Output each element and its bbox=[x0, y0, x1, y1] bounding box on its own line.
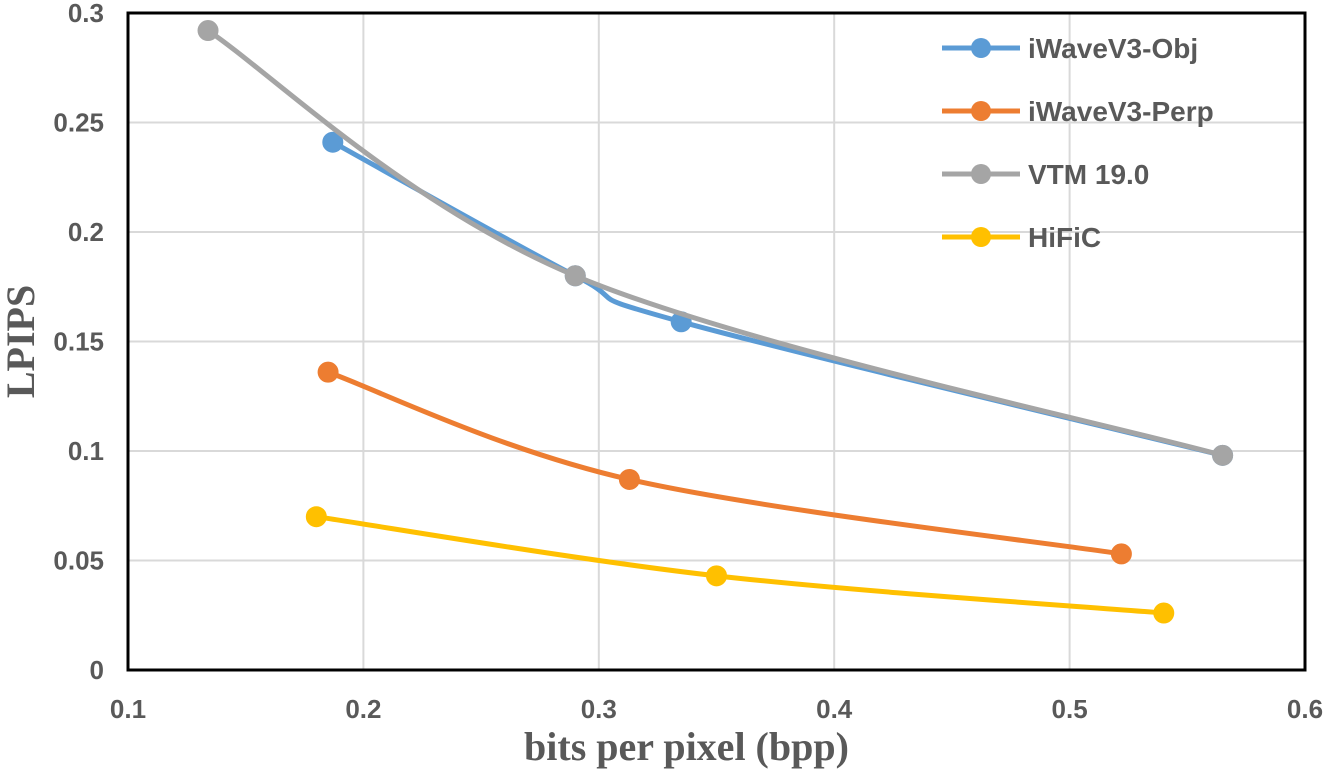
x-tick-label: 0.6 bbox=[1287, 694, 1323, 724]
y-tick-label: 0.25 bbox=[53, 108, 104, 138]
y-tick-label: 0.2 bbox=[68, 217, 104, 247]
x-tick-label: 0.5 bbox=[1052, 694, 1088, 724]
series-layer bbox=[197, 20, 1234, 624]
data-point bbox=[1153, 602, 1175, 624]
y-tick-label: 0.15 bbox=[53, 327, 104, 357]
legend-label: iWaveV3-Perp bbox=[1028, 96, 1214, 127]
y-tick-label: 0.05 bbox=[53, 546, 104, 576]
data-point bbox=[322, 131, 344, 153]
legend-item: iWaveV3-Perp bbox=[942, 96, 1214, 127]
series-vtm-19-0 bbox=[197, 20, 1234, 466]
x-tick-label: 0.4 bbox=[816, 694, 853, 724]
y-tick-label: 0 bbox=[90, 655, 104, 685]
x-axis-title: bits per pixel (bpp) bbox=[524, 724, 849, 769]
data-point bbox=[1110, 543, 1132, 565]
series-iwavev3-perp bbox=[317, 361, 1132, 565]
legend-swatch-marker bbox=[971, 164, 991, 184]
legend-label: VTM 19.0 bbox=[1028, 159, 1149, 190]
data-point bbox=[564, 265, 586, 287]
legend-item: VTM 19.0 bbox=[942, 159, 1149, 190]
legend-swatch-marker bbox=[971, 227, 991, 247]
data-point bbox=[1212, 444, 1234, 466]
data-point bbox=[197, 20, 219, 42]
series-line bbox=[205, 28, 1226, 458]
series-line bbox=[313, 514, 1167, 616]
plot-area-border bbox=[126, 11, 1307, 672]
data-point bbox=[305, 506, 327, 528]
y-tick-label: 0.3 bbox=[68, 0, 104, 28]
legend-swatch-marker bbox=[971, 38, 991, 58]
legend-item: iWaveV3-Obj bbox=[942, 33, 1198, 64]
data-point bbox=[706, 565, 727, 587]
x-tick-label: 0.3 bbox=[581, 694, 617, 724]
legend: iWaveV3-Obj iWaveV3-Perp VTM 19.0 HiFiC bbox=[942, 33, 1214, 253]
data-point bbox=[317, 361, 339, 383]
legend-label: iWaveV3-Obj bbox=[1028, 33, 1198, 64]
series-line bbox=[325, 369, 1124, 557]
series-hific bbox=[305, 506, 1175, 624]
x-tick-label: 0.2 bbox=[345, 694, 381, 724]
legend-item: HiFiC bbox=[942, 222, 1101, 253]
y-tick-label: 0.1 bbox=[68, 436, 104, 466]
y-axis-title: LPIPS bbox=[0, 285, 43, 398]
legend-label: HiFiC bbox=[1028, 222, 1101, 253]
x-tick-label: 0.1 bbox=[110, 694, 146, 724]
tick-labels: 0 0.05 0.1 0.15 0.2 0.25 0.3 0.1 0.2 0.3 0.4 0.5 0.6 bbox=[53, 0, 1323, 724]
legend-swatch-marker bbox=[971, 101, 991, 121]
data-point bbox=[618, 468, 640, 490]
